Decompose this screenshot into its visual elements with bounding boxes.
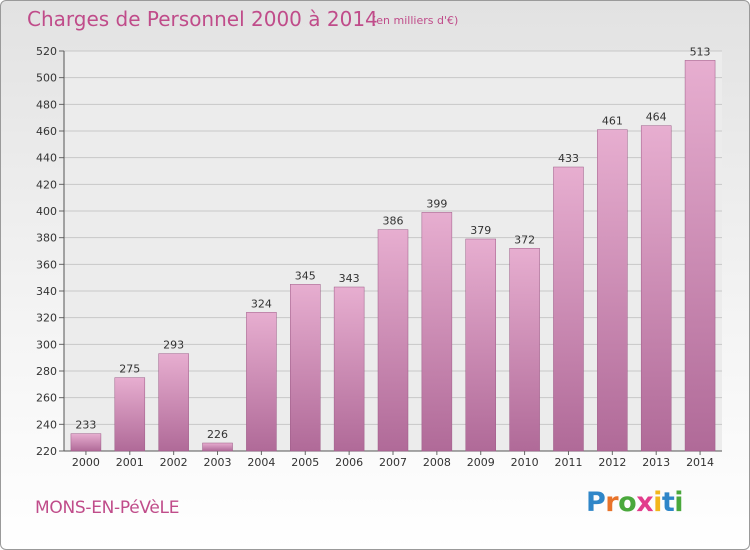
town-name: MONS-EN-PéVèLE xyxy=(35,498,180,518)
y-tick-label: 460 xyxy=(36,125,57,138)
y-tick-label: 320 xyxy=(36,312,57,325)
x-tick-label: 2004 xyxy=(247,456,275,469)
logo-letter: i xyxy=(653,487,662,518)
bar-value-label: 233 xyxy=(75,419,96,432)
bar-value-label: 433 xyxy=(558,152,579,165)
bar xyxy=(509,248,540,452)
x-tick-label: 2013 xyxy=(642,456,670,469)
y-tick-label: 420 xyxy=(36,178,57,191)
x-tick-label: 2003 xyxy=(204,456,232,469)
x-tick-label: 2012 xyxy=(598,456,626,469)
bar xyxy=(114,377,146,452)
logo-letter: x xyxy=(636,487,654,518)
bar xyxy=(465,238,496,452)
y-tick-label: 280 xyxy=(36,365,57,378)
bar-value-label: 275 xyxy=(119,363,140,376)
bar-value-label: 345 xyxy=(295,269,316,282)
bar xyxy=(597,129,628,452)
x-tick-label: 2010 xyxy=(511,456,539,469)
bar xyxy=(290,284,321,452)
bar-value-label: 461 xyxy=(602,115,623,128)
y-tick-label: 260 xyxy=(36,392,57,405)
bar xyxy=(202,442,233,452)
proxiti-logo[interactable]: Proxiti xyxy=(586,487,684,518)
y-tick-label: 520 xyxy=(36,45,57,58)
bar-value-label: 226 xyxy=(207,428,228,441)
bar-value-label: 293 xyxy=(163,339,184,352)
bar xyxy=(333,286,365,452)
logo-letter: r xyxy=(605,487,619,518)
bar-value-label: 464 xyxy=(646,111,667,124)
logo-letter: o xyxy=(618,487,637,518)
bar-value-label: 324 xyxy=(251,297,272,310)
x-tick-label: 2011 xyxy=(554,456,582,469)
bar-value-label: 399 xyxy=(426,197,447,210)
y-tick-label: 360 xyxy=(36,258,57,271)
bar xyxy=(553,166,584,452)
x-tick-label: 2009 xyxy=(467,456,495,469)
bar xyxy=(70,433,102,452)
bar xyxy=(640,125,672,452)
x-tick-label: 2007 xyxy=(379,456,407,469)
y-tick-label: 500 xyxy=(36,72,57,85)
y-tick-label: 240 xyxy=(36,418,57,431)
x-tick-label: 2000 xyxy=(72,456,100,469)
bar xyxy=(158,353,189,452)
y-tick-label: 440 xyxy=(36,152,57,165)
y-tick-label: 300 xyxy=(36,338,57,351)
y-tick-label: 480 xyxy=(36,98,57,111)
x-tick-label: 2005 xyxy=(291,456,319,469)
logo-letter: i xyxy=(674,487,684,518)
bar-value-label: 343 xyxy=(339,272,360,285)
y-tick-label: 340 xyxy=(36,285,57,298)
bar-value-label: 372 xyxy=(514,233,535,246)
chart-title: Charges de Personnel 2000 à 2014 xyxy=(27,7,378,31)
bar xyxy=(421,212,453,452)
y-tick-label: 380 xyxy=(36,232,57,245)
bar-value-label: 513 xyxy=(690,45,711,58)
x-tick-label: 2008 xyxy=(423,456,451,469)
x-tick-label: 2002 xyxy=(160,456,188,469)
x-tick-label: 2006 xyxy=(335,456,363,469)
x-tick-label: 2001 xyxy=(116,456,144,469)
bar xyxy=(246,312,277,452)
logo-letter: P xyxy=(586,487,606,518)
bar-value-label: 386 xyxy=(383,215,404,228)
bar xyxy=(684,60,716,452)
chart-subtitle: (en milliers d'€) xyxy=(372,14,459,27)
bar-value-label: 379 xyxy=(470,224,491,237)
x-tick-label: 2014 xyxy=(686,456,714,469)
logo-letter: t xyxy=(661,487,675,518)
y-tick-label: 400 xyxy=(36,205,57,218)
bar xyxy=(377,229,409,452)
y-tick-label: 220 xyxy=(36,445,57,458)
